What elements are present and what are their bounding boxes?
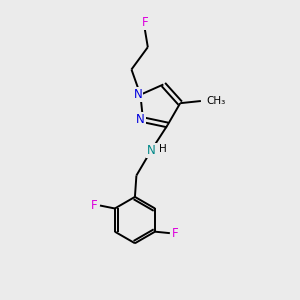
Text: N: N — [134, 88, 142, 101]
Text: H: H — [159, 144, 167, 154]
Text: F: F — [142, 16, 148, 29]
Text: F: F — [172, 227, 178, 240]
Text: CH₃: CH₃ — [206, 96, 226, 106]
Text: N: N — [136, 113, 145, 126]
Text: F: F — [91, 199, 98, 212]
Text: N: N — [147, 144, 156, 157]
